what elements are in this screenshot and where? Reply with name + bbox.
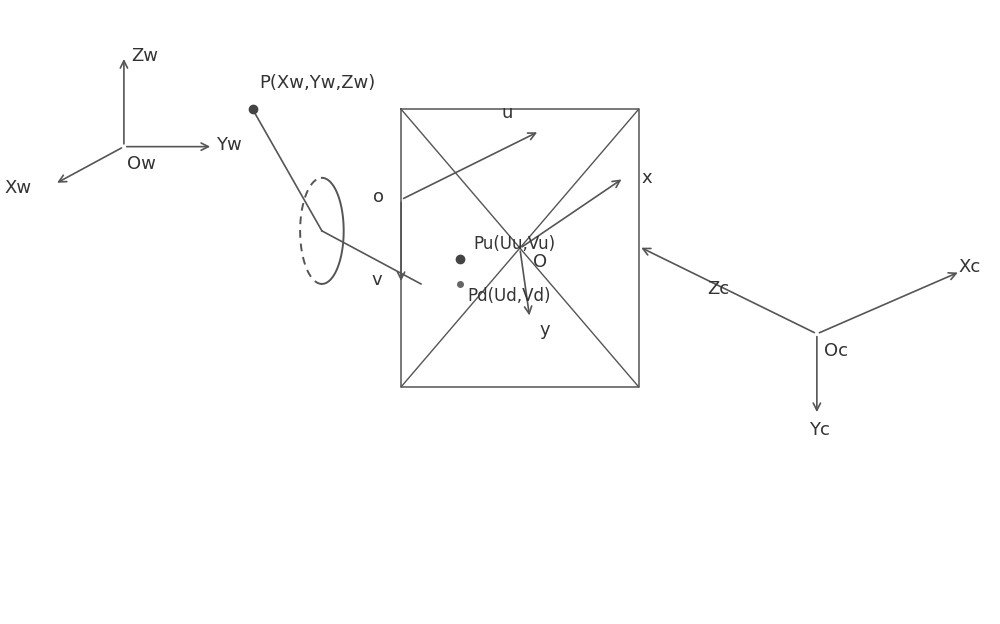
Text: y: y bbox=[540, 321, 550, 339]
Text: Oc: Oc bbox=[824, 342, 848, 360]
Text: Pd(Ud,Vd): Pd(Ud,Vd) bbox=[467, 287, 551, 305]
Text: Ow: Ow bbox=[127, 155, 156, 173]
Text: Zw: Zw bbox=[131, 47, 158, 65]
Text: P(Xw,Yw,Zw): P(Xw,Yw,Zw) bbox=[260, 74, 376, 92]
Text: Xw: Xw bbox=[5, 180, 32, 197]
Text: Yc: Yc bbox=[809, 421, 830, 439]
Text: Zc: Zc bbox=[707, 280, 729, 298]
Text: O: O bbox=[533, 253, 547, 271]
Text: Pu(Uu,Vu): Pu(Uu,Vu) bbox=[473, 235, 555, 253]
Text: v: v bbox=[372, 271, 382, 288]
Text: Yw: Yw bbox=[216, 136, 242, 154]
Text: o: o bbox=[373, 188, 384, 205]
Text: Xc: Xc bbox=[958, 258, 981, 276]
Text: x: x bbox=[642, 169, 652, 187]
Text: u: u bbox=[501, 104, 513, 122]
